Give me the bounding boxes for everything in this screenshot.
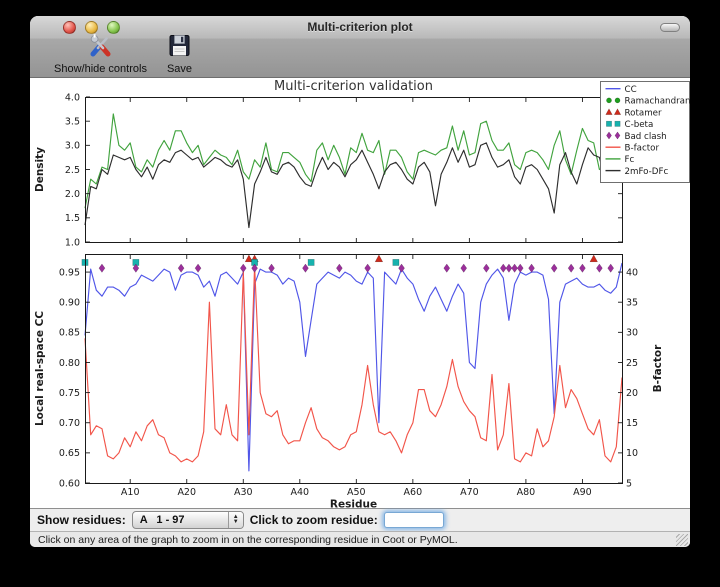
residue-range-value: A 1 - 97 xyxy=(139,514,185,526)
svg-text:Rotamer: Rotamer xyxy=(625,108,662,118)
svg-text:1.0: 1.0 xyxy=(65,237,80,248)
svg-text:20: 20 xyxy=(626,388,638,399)
stepper-arrows-icon: ▲ ▼ xyxy=(227,512,243,528)
svg-text:A20: A20 xyxy=(177,487,196,498)
close-button[interactable] xyxy=(63,21,76,34)
svg-text:3.5: 3.5 xyxy=(65,116,80,127)
toolbar-toggle-button[interactable] xyxy=(660,23,680,32)
svg-text:0.85: 0.85 xyxy=(59,328,80,339)
svg-text:Fc: Fc xyxy=(625,155,635,165)
multi-criterion-plot[interactable]: A10 A20 A30 A40 A50 A60 A70 A80 A90 1.0 1.5 2.0 2.5 3… xyxy=(30,78,690,508)
zoom-residue-input[interactable] xyxy=(383,512,444,528)
residue-range-select[interactable]: A 1 - 97 ▲ ▼ xyxy=(131,511,244,529)
svg-text:B-factor: B-factor xyxy=(652,344,664,392)
svg-text:0.80: 0.80 xyxy=(59,358,80,369)
svg-text:A70: A70 xyxy=(460,487,479,498)
resize-grip[interactable] xyxy=(676,534,688,546)
svg-text:A80: A80 xyxy=(517,487,536,498)
svg-text:A40: A40 xyxy=(291,487,310,498)
toolbar: Show/hide controls Save xyxy=(30,34,690,78)
plot-area[interactable]: A10 A20 A30 A40 A50 A60 A70 A80 A90 1.0 1.5 2.0 2.5 3… xyxy=(30,78,690,508)
svg-text:A50: A50 xyxy=(347,487,366,498)
svg-text:0.90: 0.90 xyxy=(59,298,80,309)
zoom-button[interactable] xyxy=(107,21,120,34)
svg-text:Density: Density xyxy=(34,147,46,192)
svg-text:A10: A10 xyxy=(121,487,140,498)
show-hide-controls-button[interactable]: Show/hide controls xyxy=(54,33,147,75)
window-title: Multi-criterion plot xyxy=(307,20,413,34)
tools-icon xyxy=(87,33,114,63)
show-hide-controls-label: Show/hide controls xyxy=(54,63,147,75)
svg-text:C-beta: C-beta xyxy=(625,120,654,130)
svg-text:0.75: 0.75 xyxy=(59,388,80,399)
status-bar: Click on any area of the graph to zoom i… xyxy=(30,531,690,547)
svg-text:40: 40 xyxy=(626,267,638,278)
save-label: Save xyxy=(166,63,193,75)
svg-text:Ramachandran: Ramachandran xyxy=(625,97,691,107)
svg-text:Multi-criterion validation: Multi-criterion validation xyxy=(274,79,433,94)
svg-text:0.60: 0.60 xyxy=(59,478,80,489)
svg-text:Bad clash: Bad clash xyxy=(625,132,667,142)
app-window: Multi-criterion plot Show/hide controls xyxy=(30,16,690,547)
svg-text:0.65: 0.65 xyxy=(59,448,80,459)
status-text: Click on any area of the graph to zoom i… xyxy=(38,533,458,546)
svg-text:2.5: 2.5 xyxy=(65,165,80,176)
svg-text:35: 35 xyxy=(626,298,638,309)
svg-text:5: 5 xyxy=(626,478,632,489)
svg-text:Residue: Residue xyxy=(330,499,377,509)
svg-text:A30: A30 xyxy=(234,487,253,498)
save-button[interactable]: Save xyxy=(167,33,192,75)
save-icon xyxy=(167,33,192,63)
control-bar: Show residues: A 1 - 97 ▲ ▼ Click to zoom… xyxy=(30,508,690,531)
svg-text:25: 25 xyxy=(626,358,638,369)
svg-text:A60: A60 xyxy=(404,487,423,498)
svg-text:30: 30 xyxy=(626,328,638,339)
svg-text:0.95: 0.95 xyxy=(59,267,80,278)
svg-text:2.0: 2.0 xyxy=(65,189,80,200)
minimize-button[interactable] xyxy=(85,21,98,34)
svg-text:Local real-space CC: Local real-space CC xyxy=(34,311,46,426)
svg-text:0.70: 0.70 xyxy=(59,418,80,429)
svg-text:2mFo-DFc: 2mFo-DFc xyxy=(625,167,669,177)
window-header: Multi-criterion plot Show/hide controls xyxy=(30,16,690,78)
window-titlebar[interactable]: Multi-criterion plot xyxy=(30,16,690,38)
zoom-residue-label: Click to zoom residue: xyxy=(249,513,378,527)
svg-text:1.5: 1.5 xyxy=(65,213,80,224)
svg-text:A90: A90 xyxy=(573,487,592,498)
svg-text:4.0: 4.0 xyxy=(65,92,80,103)
svg-text:CC: CC xyxy=(625,85,637,95)
window-controls xyxy=(63,21,120,34)
svg-text:3.0: 3.0 xyxy=(65,141,80,152)
show-residues-label: Show residues: xyxy=(37,513,126,527)
svg-text:15: 15 xyxy=(626,418,638,429)
svg-text:B-factor: B-factor xyxy=(625,144,660,154)
svg-text:10: 10 xyxy=(626,448,638,459)
